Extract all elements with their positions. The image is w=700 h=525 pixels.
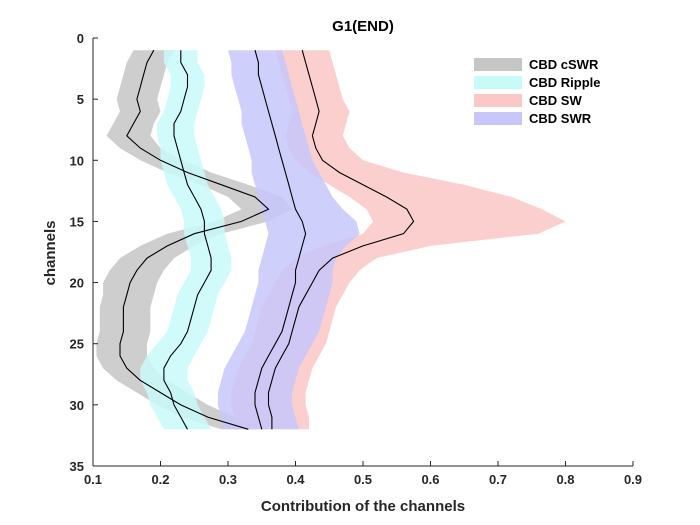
mean-lines	[119, 49, 415, 430]
mean-line-cbd-swr	[254, 50, 307, 430]
x-tick-label: 0.3	[219, 472, 237, 487]
legend-label-cbd-cswr: CBD cSWR	[529, 57, 599, 72]
band-cbd-swr	[217, 50, 360, 430]
x-tick-label: 0.1	[84, 472, 102, 487]
legend-swatch-cbd-ripple	[474, 76, 522, 89]
legend: CBD cSWR CBD Ripple CBD SW CBD SWR	[474, 57, 601, 126]
y-tick-label: 25	[70, 337, 84, 352]
tick-labels: 0.1 0.2 0.3 0.4 0.5 0.6 0.7 0.8 0.9 0 5 10 15 20 25 30 3…	[70, 31, 643, 487]
legend-label-cbd-sw: CBD SW	[529, 93, 582, 108]
x-tick-label: 0.8	[556, 472, 574, 487]
x-tick-label: 0.4	[286, 472, 305, 487]
chart-title: G1(END)	[332, 18, 394, 35]
axes	[92, 37, 634, 467]
y-tick-label: 5	[77, 92, 84, 107]
y-axis-title: channels	[42, 220, 59, 285]
legend-label-cbd-swr: CBD SWR	[529, 111, 592, 126]
x-tick-label: 0.7	[489, 472, 507, 487]
legend-label-cbd-ripple: CBD Ripple	[529, 75, 601, 90]
x-axis-title: Contribution of the channels	[261, 498, 465, 515]
y-tick-label: 35	[70, 459, 84, 474]
y-tick-label: 20	[70, 276, 84, 291]
x-tick-label: 0.6	[421, 472, 439, 487]
mean-line-cbd-sw	[267, 50, 415, 430]
y-tick-label: 30	[70, 398, 84, 413]
mean-line-cbd-ripple	[163, 50, 212, 430]
band-cbd-ripple	[140, 50, 232, 430]
y-tick-label: 10	[70, 153, 84, 168]
x-tick-label: 0.5	[354, 472, 372, 487]
y-tick-label: 15	[70, 214, 84, 229]
legend-swatch-cbd-swr	[474, 112, 522, 125]
x-tick-label: 0.2	[151, 472, 169, 487]
x-tick-label: 0.9	[624, 472, 642, 487]
legend-swatch-cbd-cswr	[474, 58, 522, 71]
mean-line-cbd-cswr	[119, 49, 270, 430]
legend-swatch-cbd-sw	[474, 94, 522, 107]
y-tick-label: 0	[77, 31, 84, 46]
